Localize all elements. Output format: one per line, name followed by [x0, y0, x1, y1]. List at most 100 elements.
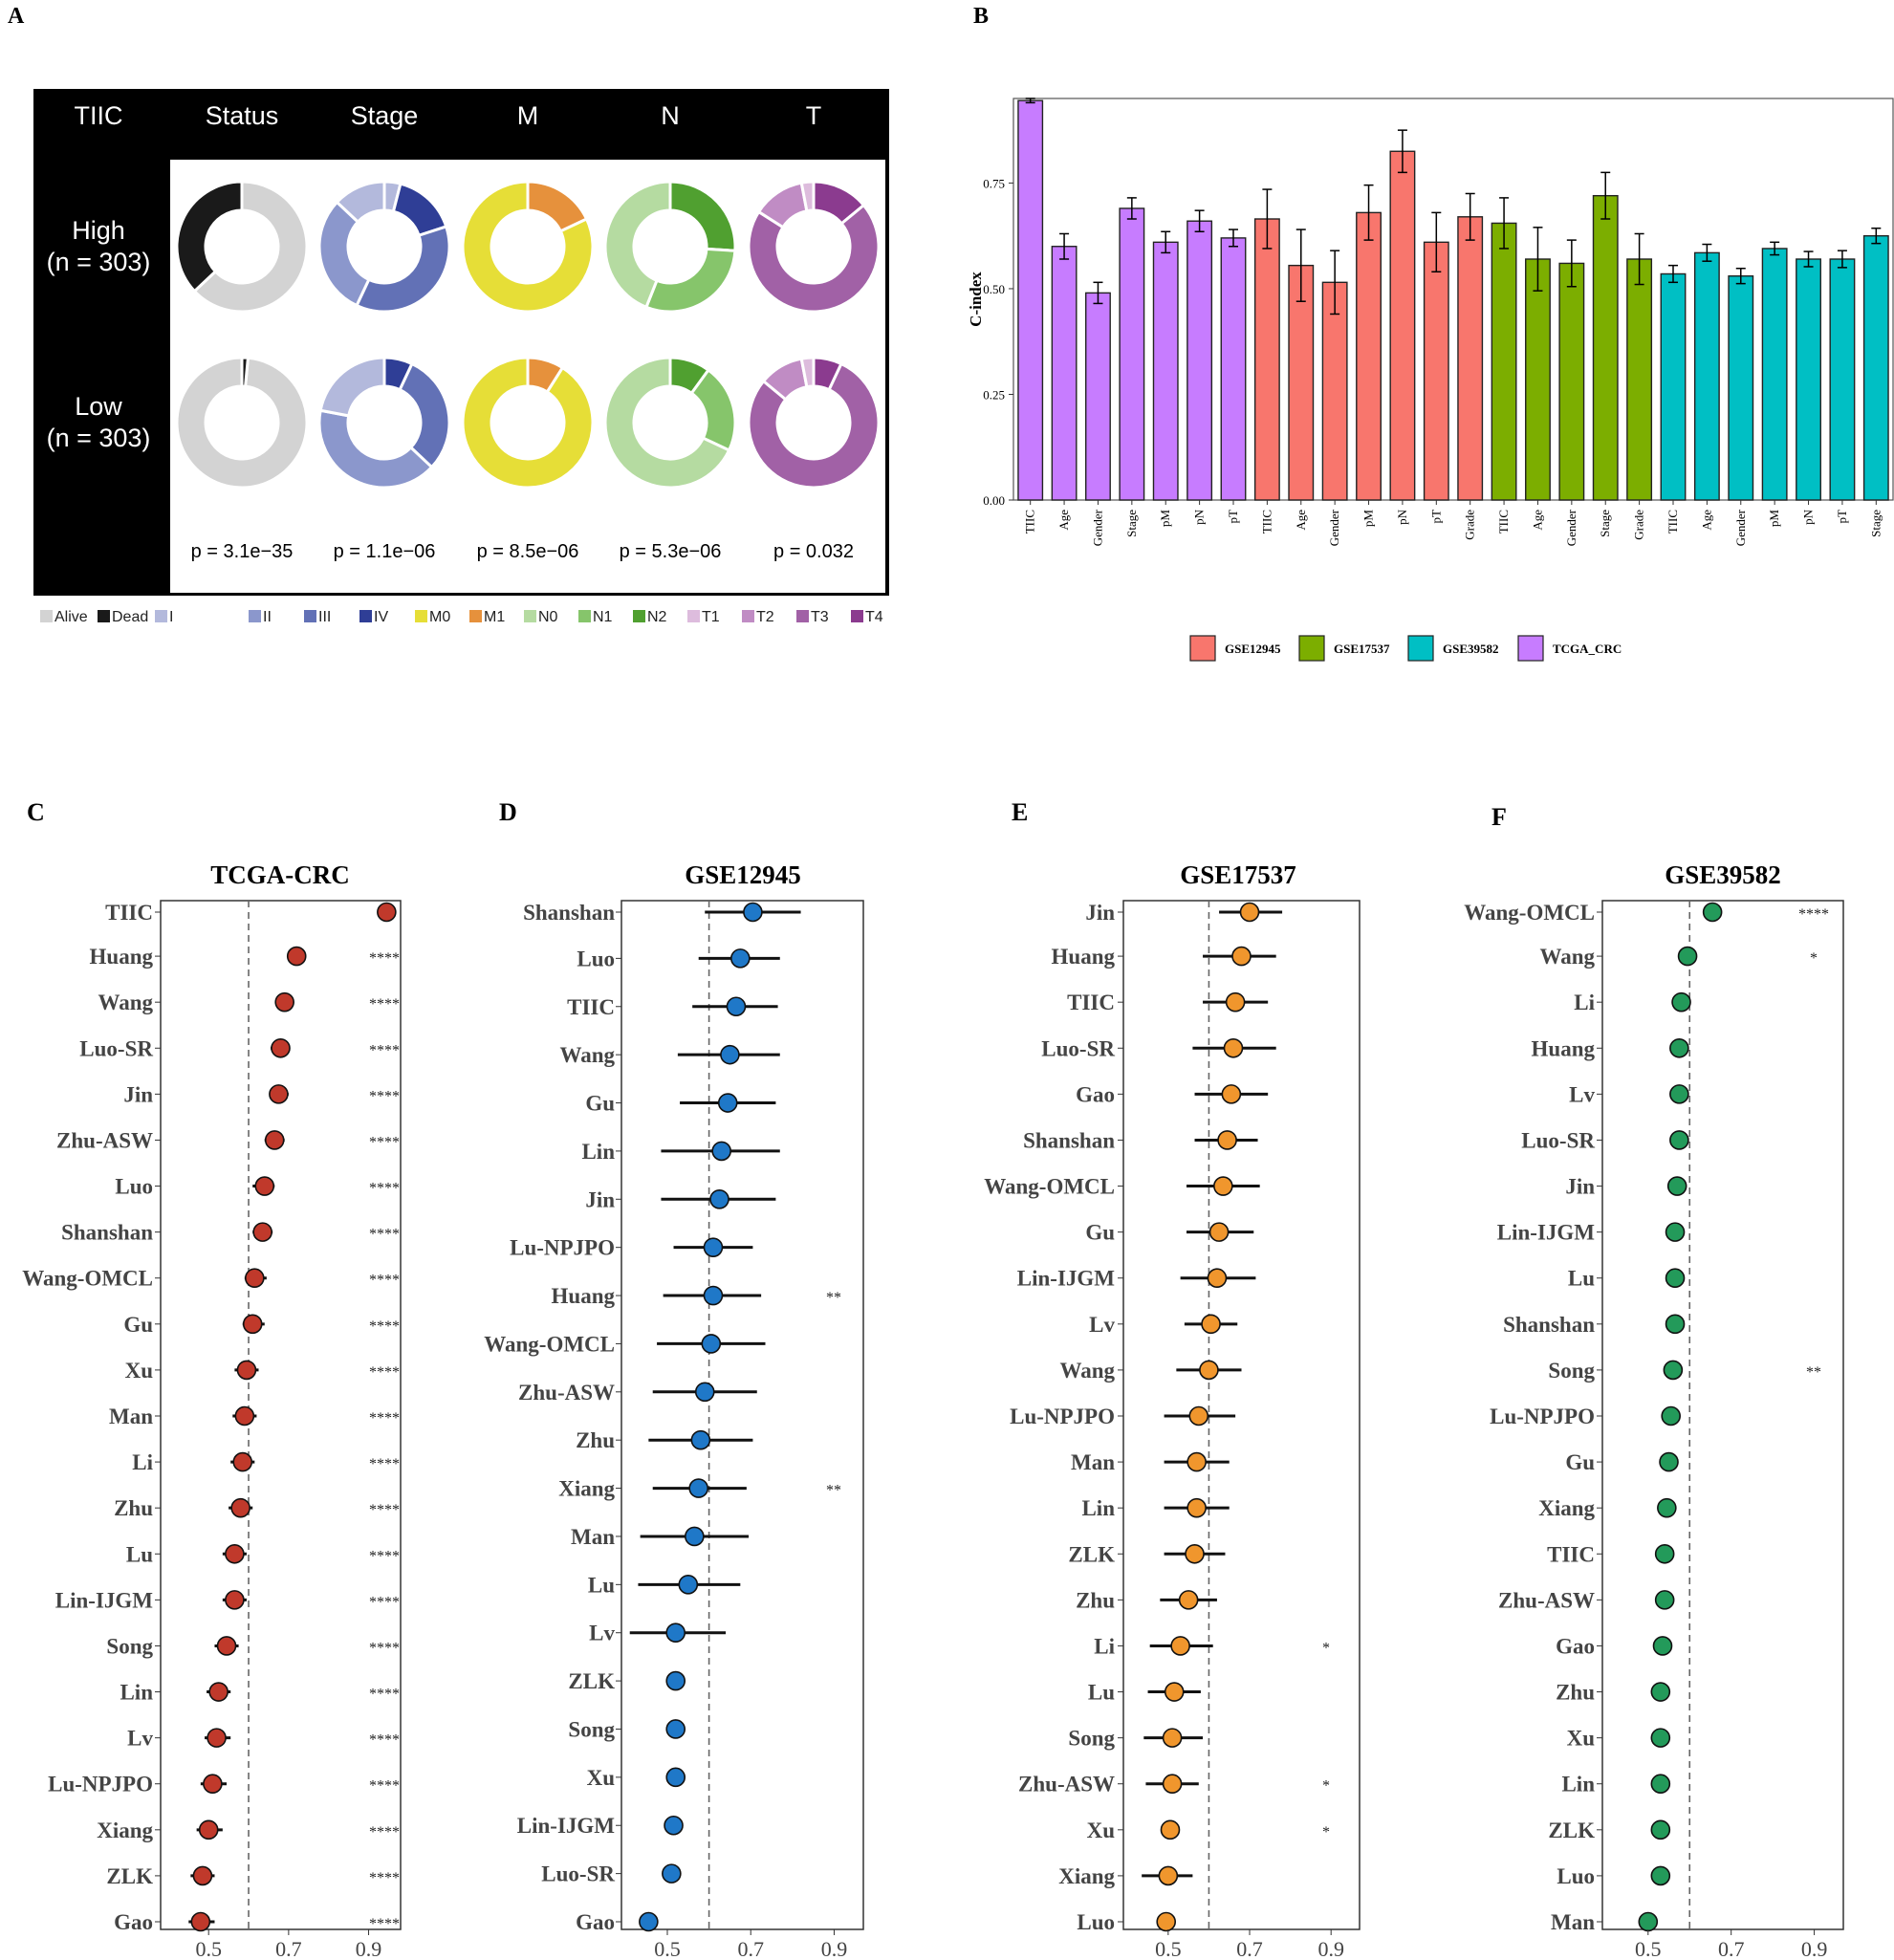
panel-label-c: C: [27, 798, 45, 826]
bar-age: [1051, 246, 1078, 501]
legend-swatch-T1: [687, 610, 700, 622]
donut-slice-T1: [799, 180, 816, 213]
header-m: M: [517, 101, 539, 130]
row-label-zhu-asw: Zhu-ASW: [1498, 1588, 1595, 1612]
bar-pn: [1186, 220, 1213, 501]
row-label-lin-ijgm: Lin-IJGM: [517, 1814, 616, 1838]
significance-mark: ****: [369, 1732, 400, 1749]
x-tick-label: 0.5: [1635, 1937, 1662, 1960]
panel-a-donut-grid: TIIC Status Stage M N T High (n = 303) Low (n = 3…: [33, 89, 889, 625]
x-tick-label: pM: [1158, 510, 1172, 528]
panel-e-forest-plot: GSE17537 Jin Huang TIIC Luo-SR Gao Shanshan Wan…: [984, 860, 1361, 1960]
estimate-point: [254, 1176, 275, 1196]
estimate-point: [711, 1141, 731, 1162]
row-label-zhu-asw: Zhu-ASW: [518, 1381, 615, 1405]
estimate-point: [1186, 1497, 1207, 1518]
row-label-lin-ijgm: Lin-IJGM: [55, 1588, 154, 1612]
estimate-point: [1650, 1774, 1671, 1795]
row-label-man: Man: [571, 1525, 615, 1549]
row-label-li: Li: [1094, 1634, 1115, 1658]
estimate-point: [726, 996, 747, 1017]
header-n: N: [661, 101, 680, 130]
x-tick-label: 0.9: [1801, 1937, 1828, 1960]
p-value: p = 1.1e−06: [334, 541, 436, 562]
row-label-song: Song: [1548, 1359, 1595, 1383]
row-label-xiang: Xiang: [558, 1477, 615, 1501]
significance-mark: ****: [369, 1778, 400, 1795]
legend-label: TCGA_CRC: [1553, 642, 1622, 656]
header-t: T: [806, 101, 822, 130]
row-label-lv: Lv: [1569, 1082, 1595, 1106]
estimate-point: [1239, 902, 1260, 923]
estimate-point: [1199, 1360, 1219, 1381]
estimate-point: [245, 1268, 265, 1289]
estimate-point: [688, 1478, 708, 1498]
estimate-point: [664, 1815, 684, 1836]
row-label-wang-omcl: Wang-OMCL: [484, 1332, 615, 1356]
estimate-point: [743, 902, 763, 923]
row-count: (n = 303): [47, 248, 151, 276]
donut-slice-N1: [644, 247, 737, 314]
x-tick-label: 0.5: [654, 1937, 681, 1960]
estimate-point: [1665, 1268, 1686, 1289]
x-tick-label: Age: [1530, 510, 1544, 531]
p-value: p = 0.032: [773, 541, 854, 562]
legend-swatch-I: [155, 610, 167, 622]
panel-label-e: E: [1012, 798, 1028, 826]
row-label-zhu: Zhu: [114, 1496, 153, 1520]
significance-mark: ****: [369, 1410, 400, 1426]
x-tick-label: pM: [1361, 510, 1376, 528]
bar-pm: [1356, 211, 1382, 501]
bar-gender: [1558, 262, 1585, 501]
estimate-point: [230, 1497, 250, 1518]
bar-tiic: [1491, 222, 1517, 501]
legend-label: N2: [647, 609, 667, 625]
legend-swatch-N2: [633, 610, 645, 622]
row-label-lin-ijgm: Lin-IJGM: [1017, 1267, 1116, 1291]
row-label-huang: Huang: [1532, 1036, 1596, 1060]
legend-swatch-N0: [524, 610, 536, 622]
estimate-point: [1657, 1497, 1677, 1518]
estimate-point: [703, 1285, 724, 1306]
legend-swatch-T2: [742, 610, 754, 622]
significance-mark: *: [1322, 1778, 1330, 1795]
row-label-tiic: TIIC: [105, 901, 153, 925]
y-tick-label: 0.00: [983, 493, 1005, 508]
significance-mark: ****: [369, 996, 400, 1013]
estimate-point: [1671, 991, 1691, 1013]
legend-swatch-M0: [415, 610, 427, 622]
row-label-man: Man: [1071, 1450, 1115, 1474]
estimate-point: [665, 1767, 686, 1788]
row-label-huang: Huang: [1052, 945, 1116, 969]
donut-slice-III: [355, 225, 451, 314]
donut-slice-I: [335, 180, 386, 225]
estimate-point: [252, 1222, 272, 1242]
estimate-point: [639, 1911, 659, 1932]
row-label-li: Li: [132, 1450, 153, 1474]
significance-mark: ****: [369, 1456, 400, 1472]
significance-mark: ****: [369, 1042, 400, 1058]
legend-label: II: [263, 609, 272, 625]
forest-plot-area: [1122, 900, 1361, 1930]
row-label-shanshan: Shanshan: [523, 901, 615, 925]
significance-mark: **: [1806, 1364, 1821, 1381]
p-value: p = 8.5e−06: [477, 541, 579, 562]
significance-mark: ****: [369, 1273, 400, 1289]
row-label-lu-npjpo: Lu-NPJPO: [510, 1236, 615, 1260]
estimate-point: [1654, 1590, 1675, 1610]
estimate-point: [274, 991, 294, 1013]
forest-title: GSE12945: [685, 860, 801, 889]
bar-tiic: [1660, 272, 1687, 501]
bar-gender: [1085, 292, 1111, 501]
bar-age: [1525, 258, 1551, 501]
significance-mark: ****: [369, 1181, 400, 1197]
row-label-luo: Luo: [115, 1175, 153, 1199]
donut-slice-III: [398, 361, 451, 469]
estimate-point: [1225, 991, 1246, 1013]
estimate-point: [1669, 1037, 1689, 1058]
estimate-point: [1638, 1911, 1659, 1932]
row-label-gu: Gu: [585, 1092, 615, 1116]
donut-slice-T3: [747, 361, 881, 490]
significance-mark: ****: [369, 1134, 400, 1150]
row-label-song: Song: [106, 1634, 153, 1658]
